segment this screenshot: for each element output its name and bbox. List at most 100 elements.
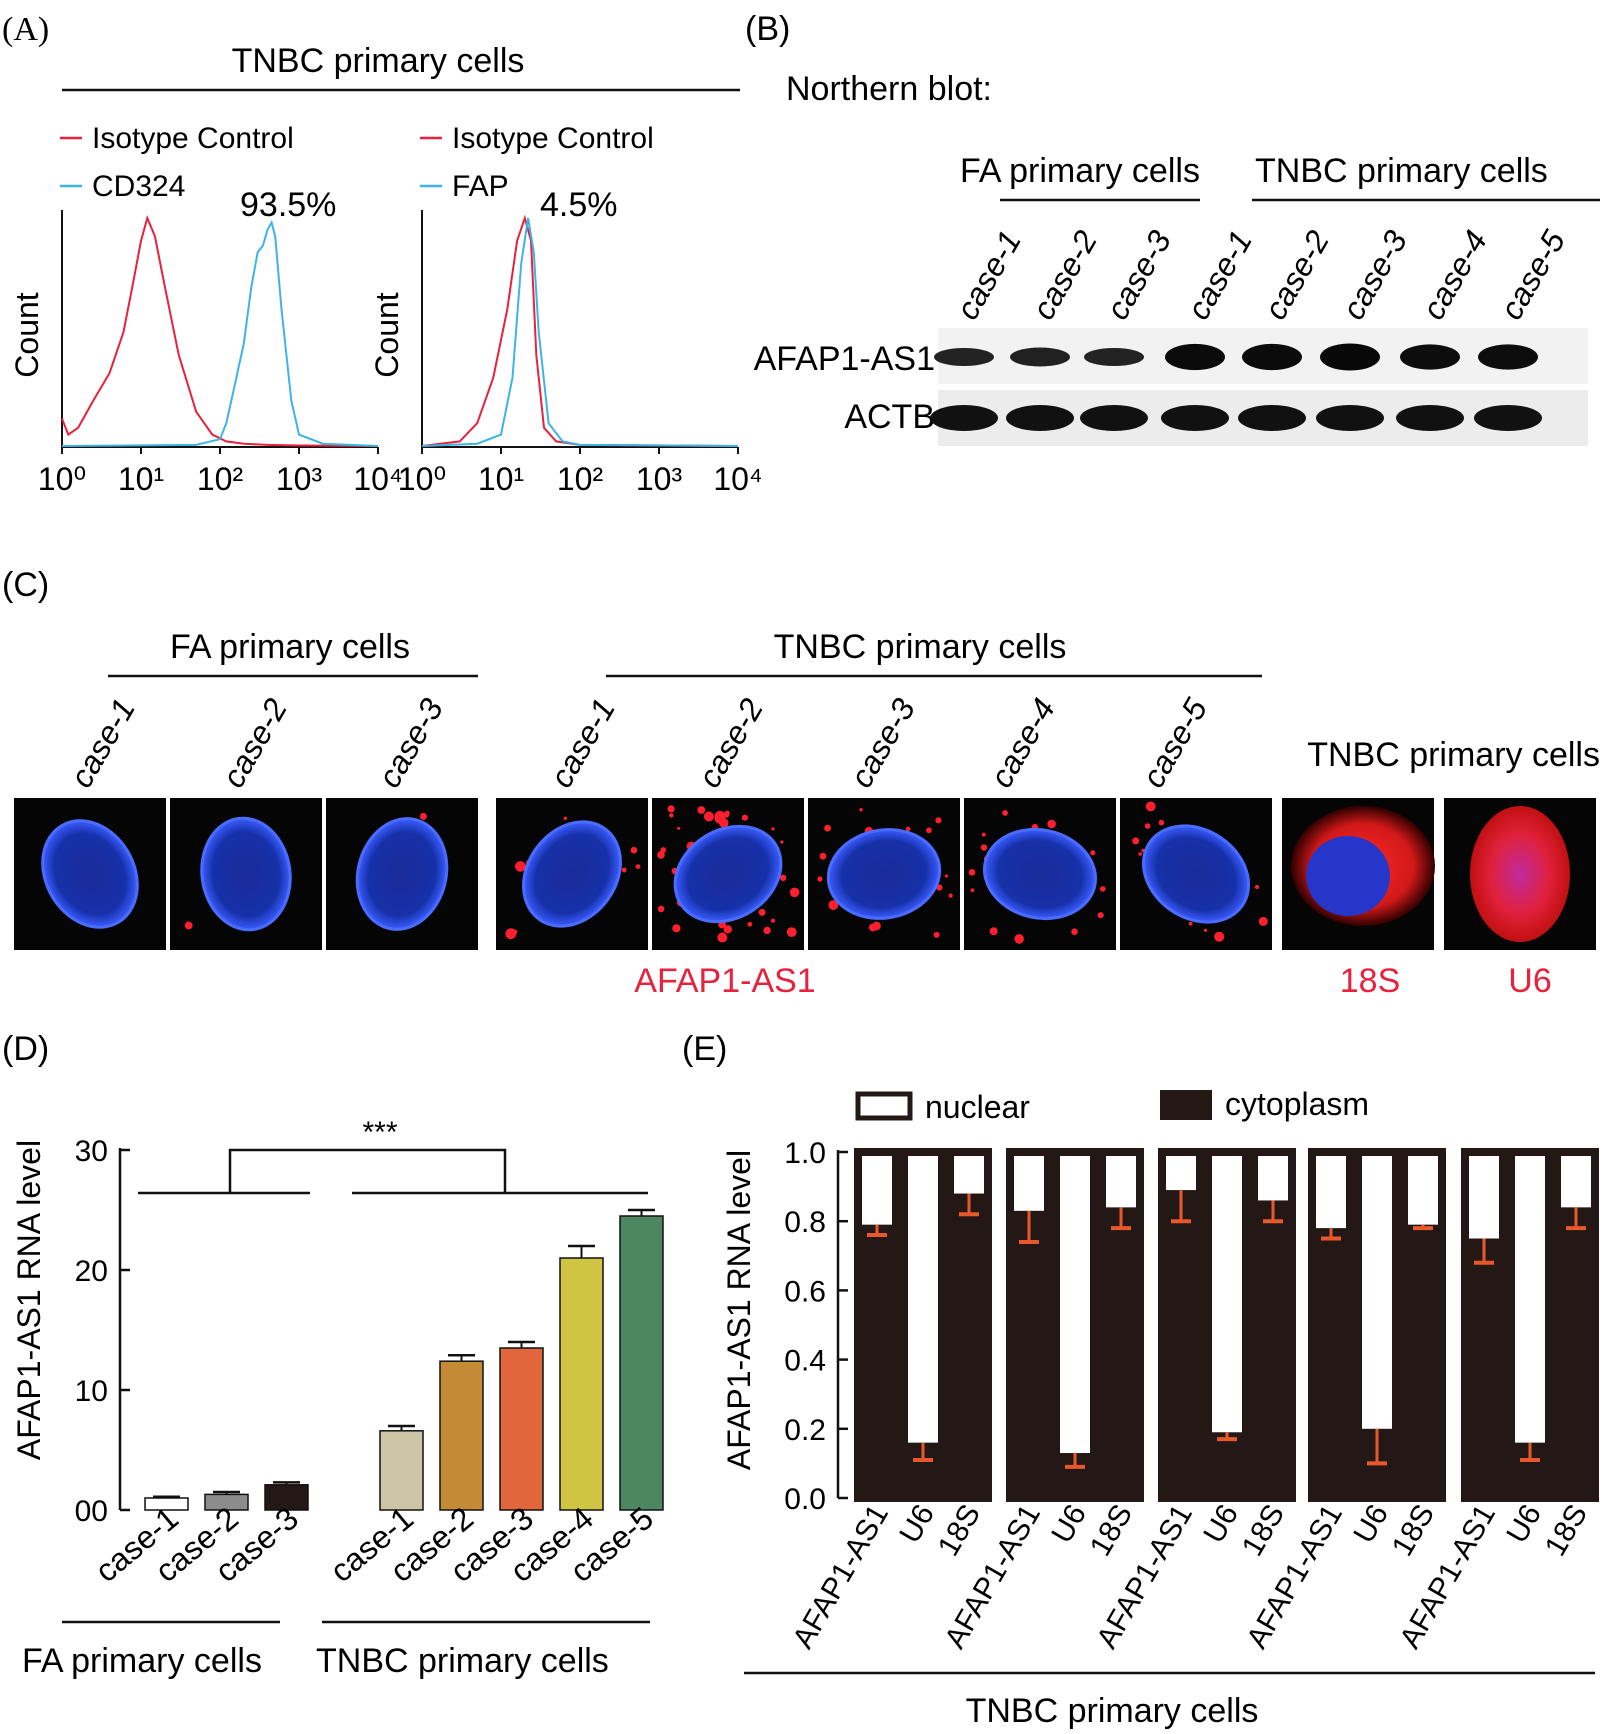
curve-fap: [422, 218, 738, 446]
blot-row-actb: ACTB: [844, 398, 935, 436]
blot-band-afap1-as1: [1010, 348, 1070, 367]
panel-c-group-tnbc-controls: TNBC primary cells: [1307, 736, 1600, 774]
e-ytick-label: 0.6: [784, 1275, 826, 1308]
xtick-label: 10³: [276, 461, 323, 497]
fish-red-dot: [824, 825, 831, 832]
histogram-fap: Isotype Control FAP 4.5% Count 10⁰ 10¹ 10²…: [369, 122, 763, 497]
d-bar: [560, 1258, 603, 1510]
fish-case-label: case-3: [843, 692, 922, 793]
fish-red-dot: [420, 813, 427, 820]
d-ylabel: AFAP1-AS1 RNA level: [11, 1140, 47, 1460]
xtick-label: 10⁰: [38, 461, 86, 497]
d-bar: [500, 1348, 543, 1510]
blot-lane-label: case-3: [1335, 224, 1414, 325]
fish-red-dot: [949, 894, 953, 898]
d-bar: [380, 1431, 423, 1510]
e-bar-cytoplasm: [946, 1194, 992, 1498]
legend-isotype-left: Isotype Control: [92, 122, 294, 155]
e-xtick-label: 18S: [1539, 1499, 1594, 1562]
fish-case-label: case-3: [371, 692, 450, 793]
fish-nuclear-signal: [1470, 806, 1570, 942]
panel-c-case-labels: case-1 case-2 case-3 case-1 case-2 case-3 case…: [63, 692, 1214, 793]
blot-band-afap1-as1: [1478, 344, 1538, 369]
bar-chart-d: 00102030AFAP1-AS1 RNA levelcase-1case-2c…: [11, 1116, 663, 1622]
panel-c-label-18s: 18S: [1340, 962, 1401, 1000]
blot-lane-label: case-4: [1415, 224, 1494, 325]
xtick-label: 10²: [197, 461, 244, 497]
fish-red-dot: [704, 812, 714, 822]
panel-c-label-afap1-as1: AFAP1-AS1: [634, 962, 815, 1000]
e-xtick-label: 18S: [1386, 1499, 1441, 1562]
fish-red-dot: [780, 840, 783, 843]
d-bar: [440, 1361, 483, 1510]
fish-red-dot: [935, 817, 941, 823]
panel-c: (C) FA primary cells TNBC primary cells …: [2, 566, 1600, 1000]
panel-d-group-fa: FA primary cells: [22, 1642, 262, 1680]
d-bar: [620, 1216, 663, 1510]
fish-red-dot: [717, 933, 727, 943]
panel-e-letter: (E): [682, 1030, 727, 1068]
blot-band-afap1-as1: [1242, 344, 1302, 370]
fish-red-dot: [763, 927, 770, 934]
panel-c-group-fa: FA primary cells: [170, 628, 410, 666]
legend-fap: FAP: [452, 170, 509, 203]
xtick-label: 10⁴: [353, 461, 402, 497]
blot-lane-label: case-2: [1025, 224, 1104, 325]
fish-image-afap1-as1: [652, 798, 804, 950]
fish-nucleus: [1306, 836, 1390, 916]
fish-red-dot: [1090, 850, 1095, 855]
curve-isotype-left: [62, 218, 378, 446]
blot-band-actb: [1316, 405, 1384, 431]
e-bar-cytoplasm: [1250, 1200, 1296, 1498]
e-xtick-label: 18S: [1084, 1499, 1139, 1562]
e-bar-cytoplasm: [1553, 1207, 1599, 1498]
blot-band-actb: [1006, 405, 1074, 431]
histogram-cd324: Isotype Control CD324 93.5% Count 10⁰ 10¹…: [9, 122, 403, 497]
fish-image-afap1-as1: [14, 798, 166, 950]
e-bar-nuclear: [1056, 1152, 1094, 1498]
fish-red-dot: [1138, 852, 1142, 856]
blot-band-afap1-as1: [1165, 344, 1225, 370]
panel-a: (A) TNBC primary cells Isotype Control C…: [2, 11, 763, 497]
legend-swatch-cytoplasm: [1160, 1090, 1212, 1120]
fish-red-dot: [715, 811, 726, 822]
xtick-label: 10²: [557, 461, 604, 497]
fish-red-dot: [1159, 820, 1165, 826]
xtick-label: 10⁴: [713, 461, 762, 497]
fish-red-dot: [1145, 823, 1151, 829]
legend-cd324: CD324: [92, 170, 185, 203]
d-ytick-label: 20: [75, 1255, 108, 1288]
fish-red-dot: [622, 868, 627, 873]
fish-image-18s: [1282, 798, 1435, 950]
fish-red-dot: [926, 827, 932, 833]
fish-red-dot: [669, 813, 673, 817]
fish-red-dot: [697, 806, 705, 814]
legend-cytoplasm: cytoplasm: [1225, 1086, 1369, 1122]
ylabel-count-right: Count: [369, 292, 405, 378]
fish-red-dot: [658, 906, 665, 913]
blot-lane-label: case-1: [949, 224, 1028, 325]
blot-band-afap1-as1: [934, 348, 994, 366]
panel-c-letter: (C): [2, 566, 49, 604]
fish-red-dot: [817, 876, 822, 881]
fish-red-dot: [1259, 917, 1268, 926]
panel-c-fish-images: [14, 798, 1596, 950]
fish-red-dot: [981, 844, 987, 850]
blot-band-actb: [1080, 405, 1148, 431]
blot-lane-labels: case-1case-2case-3 case-1case-2case-3 case…: [949, 224, 1572, 325]
ylabel-count-left: Count: [9, 292, 45, 378]
fish-red-dot: [1100, 886, 1106, 892]
blot-band-actb: [1396, 405, 1464, 431]
e-ytick-label: 1.0: [784, 1137, 826, 1170]
fish-red-dot: [512, 930, 517, 935]
e-bar-cytoplasm: [1400, 1225, 1446, 1498]
fish-red-dot: [869, 924, 877, 932]
fish-red-dot: [780, 875, 786, 881]
figure: (A) TNBC primary cells Isotype Control C…: [0, 0, 1605, 1734]
curve-cd324: [62, 223, 378, 446]
xtick-label: 10¹: [118, 461, 164, 497]
e-bar-cytoplasm: [1098, 1207, 1144, 1498]
blot-band-afap1-as1: [1320, 343, 1380, 370]
fish-red-dot: [759, 909, 766, 916]
fish-image-u6: [1444, 798, 1596, 950]
